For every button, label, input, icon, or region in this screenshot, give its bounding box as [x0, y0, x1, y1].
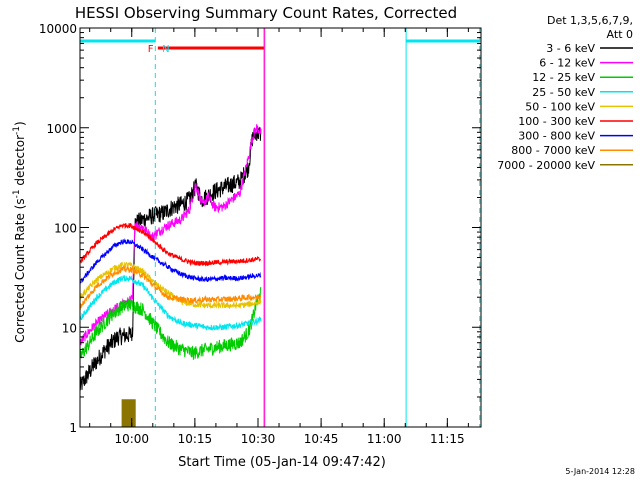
series-line-k3_6	[80, 126, 262, 391]
y-tick-label: 100	[54, 222, 77, 236]
x-tick-label: 10:45	[304, 432, 339, 446]
flag-label-f: F	[148, 44, 154, 55]
flag-label-n: N	[162, 44, 169, 55]
series-line-k100_300	[80, 222, 262, 267]
chart-title: HESSI Observing Summary Count Rates, Cor…	[75, 4, 457, 22]
legend-header-line-1: Det 1,3,5,6,7,9,	[547, 14, 633, 27]
series-line-k50_100	[80, 261, 262, 310]
y-tick-label: 10	[62, 321, 77, 335]
legend: Det 1,3,5,6,7,9, Att 0 3 - 6 keV 6 - 12 k…	[497, 14, 633, 172]
legend-label: 50 - 100 keV	[525, 100, 595, 113]
plot-area: 10:00 10:15 10:30 10:45 11:00 11:15 1 10 100 1000…	[39, 22, 482, 446]
series-line-k800_7000	[80, 265, 262, 310]
y-axis-label: Corrected Count Rate (s-1 detector-1)	[12, 121, 27, 342]
x-axis-label: Start Time (05-Jan-14 09:47:42)	[178, 455, 386, 470]
series-line-k25_50	[80, 275, 262, 331]
y-axis-label-exp-1: -1	[12, 189, 22, 198]
footer-date: 5-Jan-2014 12:28	[565, 467, 635, 476]
y-tick-label: 10000	[39, 22, 77, 36]
legend-header-line-2: Att 0	[607, 28, 633, 41]
legend-label: 6 - 12 keV	[539, 57, 595, 70]
x-tick-label: 11:00	[367, 432, 402, 446]
legend-label: 100 - 300 keV	[518, 115, 595, 128]
y-tick-label: 1000	[46, 122, 77, 136]
series-line-k7000_20000	[121, 399, 136, 427]
legend-label: 12 - 25 keV	[532, 71, 595, 84]
y-tick-label: 1	[69, 421, 77, 435]
x-tick-label: 10:30	[241, 432, 276, 446]
legend-label: 7000 - 20000 keV	[497, 159, 595, 172]
legend-label: 300 - 800 keV	[518, 130, 595, 143]
y-axis-label-part-1: Corrected Count Rate (s	[13, 198, 27, 342]
legend-label: 3 - 6 keV	[546, 42, 595, 55]
y-axis-label-exp-2: -1	[12, 126, 22, 135]
x-tick-label: 10:15	[178, 432, 213, 446]
series-line-k300_800	[80, 238, 262, 286]
legend-label: 25 - 50 keV	[532, 86, 595, 99]
y-axis-label-part-2: detector	[13, 135, 27, 190]
y-axis-label-part-3: )	[13, 121, 27, 126]
legend-label: 800 - 7000 keV	[511, 144, 595, 157]
series-line-k12_25	[80, 286, 262, 360]
x-tick-label: 10:00	[114, 432, 149, 446]
x-tick-label: 11:15	[430, 432, 465, 446]
